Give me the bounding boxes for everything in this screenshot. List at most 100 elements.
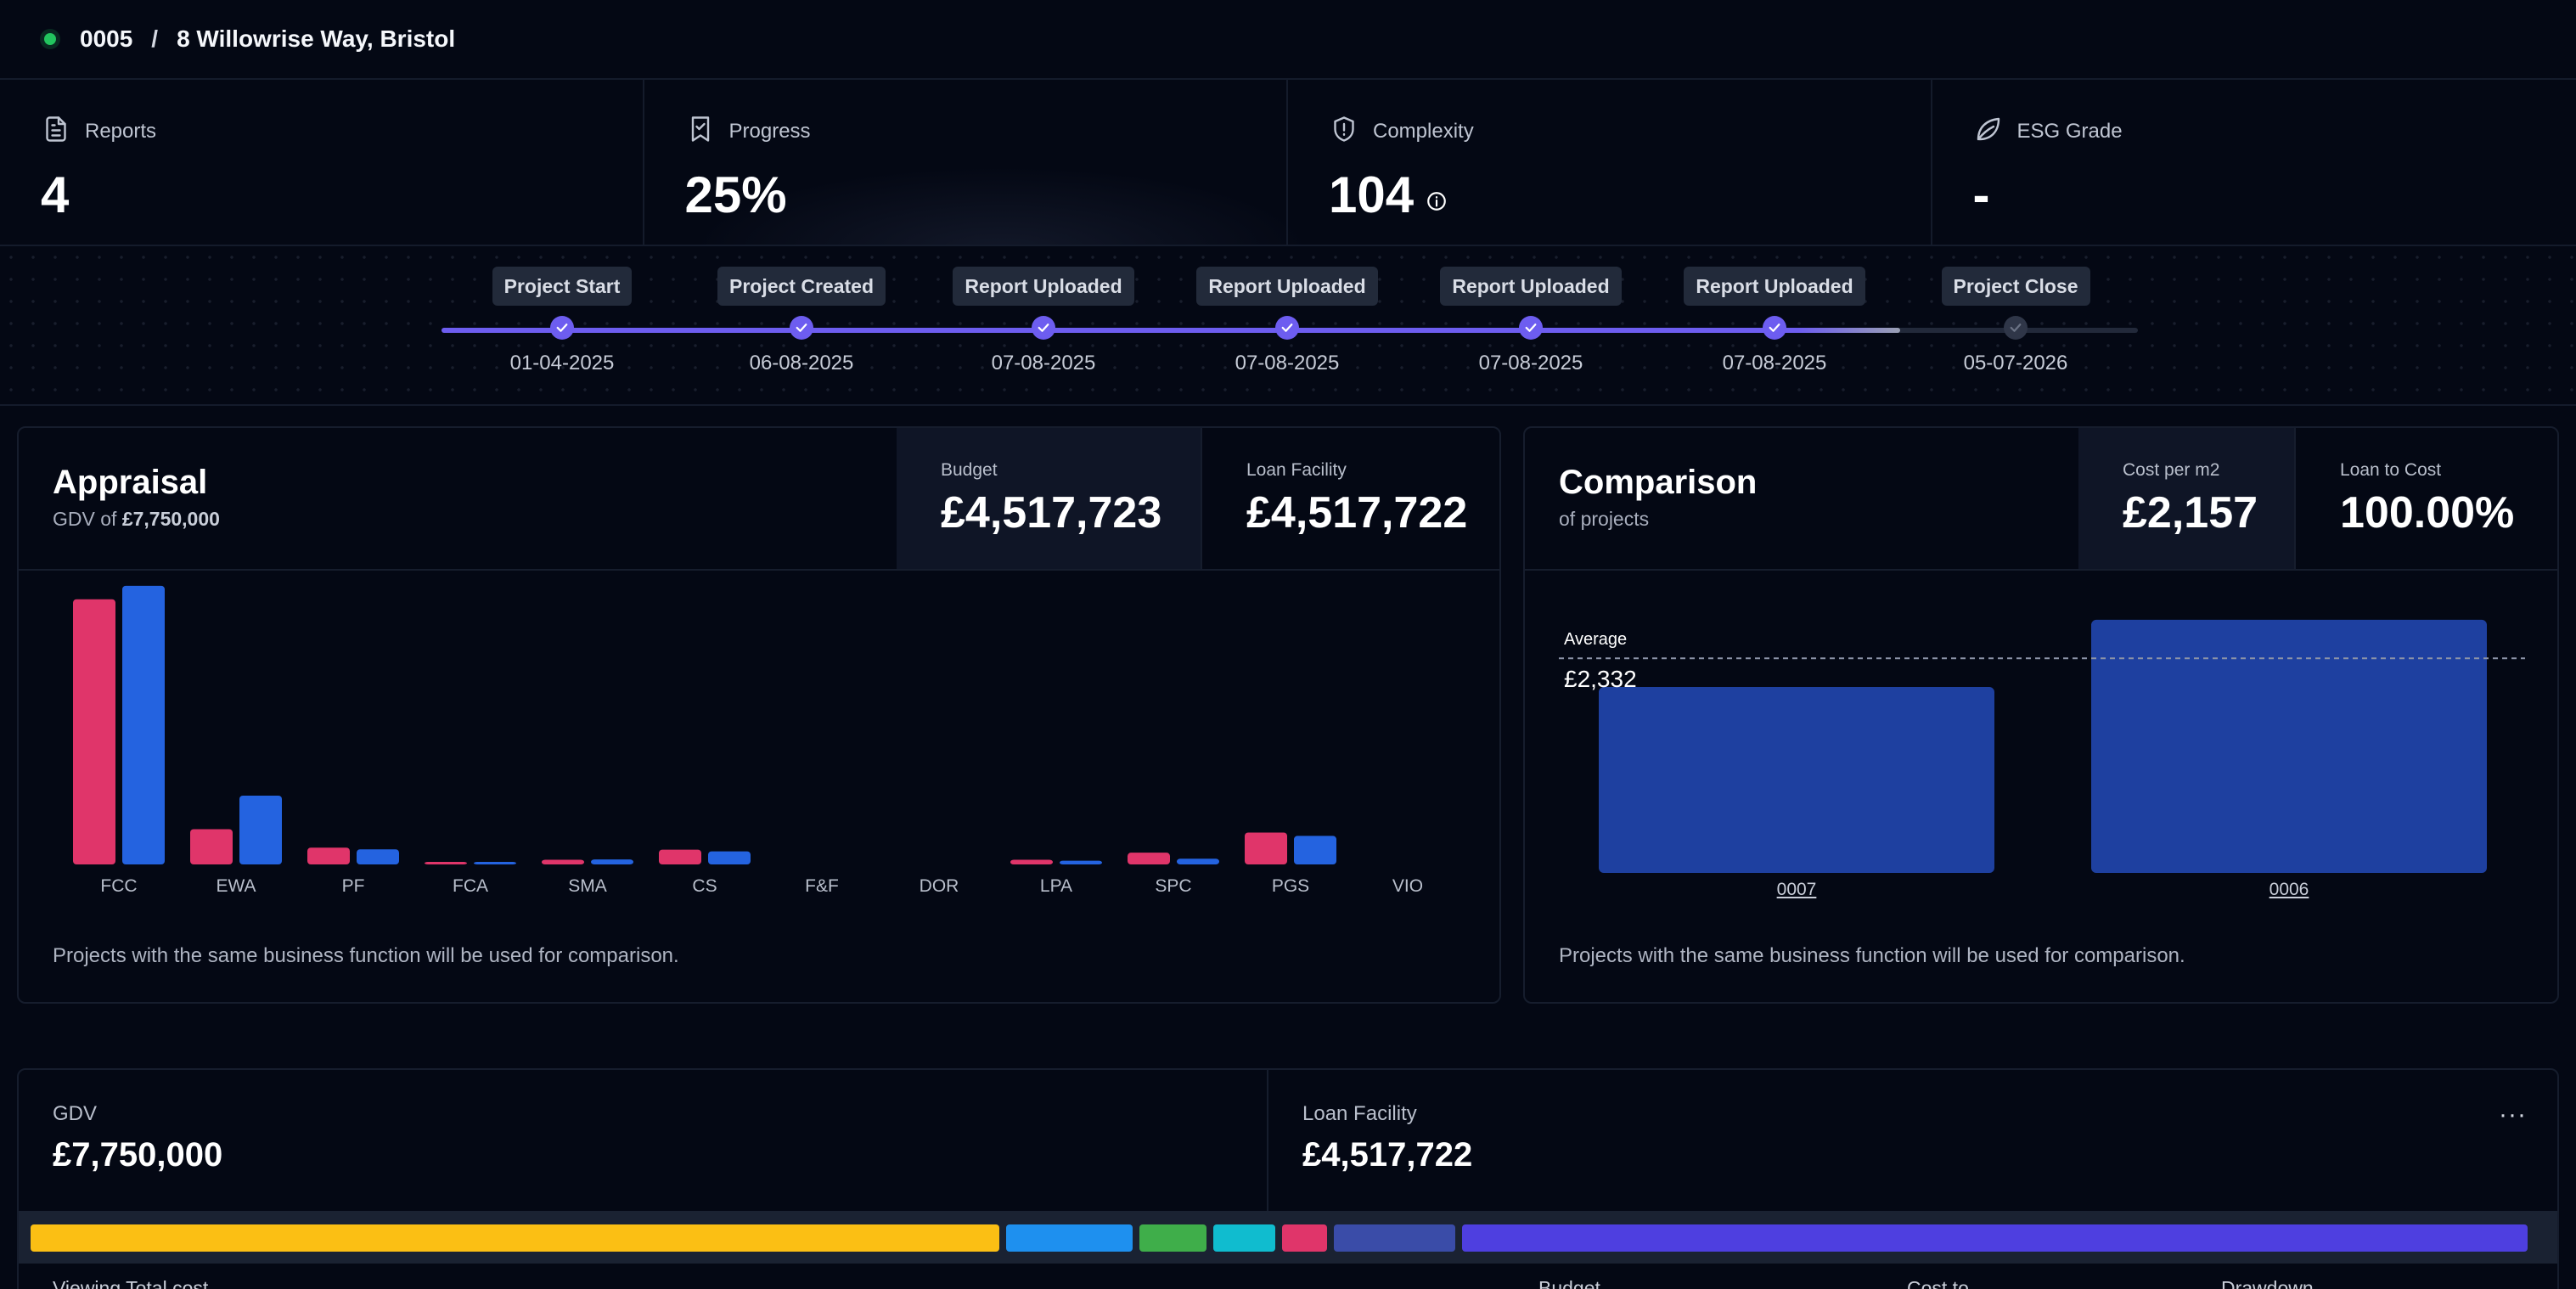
gdv-value: £7,750,000 — [121, 508, 220, 530]
bar-sma-series-2[interactable] — [591, 859, 633, 864]
project-link-label[interactable]: 0007 — [1776, 880, 1817, 899]
category-label: FCC — [100, 876, 138, 896]
milestone-date: 07-08-2025 — [991, 352, 1096, 374]
document-icon — [41, 114, 71, 149]
timeline-milestone[interactable]: Report Uploaded 07-08-2025 — [1647, 267, 1902, 375]
stat-label: Reports — [85, 119, 157, 143]
bar-fca-series-2[interactable] — [474, 862, 516, 864]
timeline-milestone[interactable]: Project Close 05-07-2026 — [1888, 267, 2143, 375]
kpi-label: Loan Facility — [1246, 460, 1347, 480]
milestone-date: 07-08-2025 — [1722, 352, 1827, 374]
cost-segment[interactable] — [1334, 1224, 1455, 1252]
info-icon[interactable] — [1426, 166, 1448, 224]
timeline-milestone[interactable]: Project Start 01-04-2025 — [435, 267, 689, 375]
comparison-panel: Comparison of projects Cost per m2 £2,15… — [1523, 426, 2559, 1004]
milestone-date: 01-04-2025 — [509, 352, 615, 374]
timeline-milestone[interactable]: Report Uploaded 07-08-2025 — [1160, 267, 1415, 375]
category-label: LPA — [1039, 876, 1073, 896]
loan-to-cost-kpi: Loan to Cost 100.00% — [2294, 428, 2557, 569]
bar-pgs-series-1[interactable] — [1245, 832, 1287, 864]
stat-esg-grade: ESG Grade - — [1932, 80, 2576, 245]
top-bar: 0005 / 8 Willowrise Way, Bristol — [0, 0, 2576, 80]
cost-segment[interactable] — [1213, 1224, 1275, 1252]
stat-reports: Reports 4 — [0, 80, 644, 245]
summary-value: £4,517,722 — [1302, 1136, 1473, 1174]
milestone-label: Project Created — [717, 267, 886, 306]
kpi-value: 100.00% — [2340, 488, 2515, 538]
bar-sma-series-1[interactable] — [542, 859, 584, 864]
breadcrumb-address: 8 Willowrise Way, Bristol — [177, 25, 456, 52]
stat-progress: Progress 25% — [644, 80, 1288, 245]
category-label: PF — [341, 876, 365, 896]
bookmark-check-icon — [685, 114, 716, 149]
finance-summary-panel: GDV £7,750,000 Loan Facility £4,517,722 … — [17, 1068, 2559, 1289]
check-icon — [550, 316, 574, 340]
leaf-icon — [1973, 114, 2004, 149]
comparison-footnote: Projects with the same business function… — [1559, 944, 2185, 967]
bar-cs-series-2[interactable] — [708, 851, 751, 864]
bar-ewa-series-2[interactable] — [239, 795, 282, 864]
bar-fcc-series-1[interactable] — [73, 599, 115, 864]
summary-label: GDV — [53, 1102, 98, 1125]
bar-ewa-series-1[interactable] — [190, 829, 233, 864]
timeline-milestone[interactable]: Report Uploaded 07-08-2025 — [1403, 267, 1658, 375]
panel-subtitle: of projects — [1559, 508, 1650, 530]
bar-project-0006[interactable] — [2091, 619, 2487, 873]
bar-cs-series-1[interactable] — [659, 849, 701, 864]
bar-pgs-series-2[interactable] — [1294, 836, 1336, 864]
cost-segment[interactable] — [1006, 1224, 1133, 1252]
timeline-milestone[interactable]: Project Created 06-08-2025 — [674, 267, 929, 375]
appraisal-panel: Appraisal GDV of £7,750,000 Budget £4,51… — [17, 426, 1501, 1004]
milestone-label: Project Start — [492, 267, 633, 306]
category-label: SPC — [1155, 876, 1192, 896]
budget-kpi: Budget £4,517,723 — [897, 428, 1201, 569]
category-label: SMA — [568, 876, 607, 896]
panel-subtitle: GDV of £7,750,000 — [53, 508, 220, 531]
bar-lpa-series-1[interactable] — [1010, 859, 1053, 864]
check-icon — [1763, 316, 1786, 340]
milestone-date: 05-07-2026 — [1963, 352, 2068, 374]
cost-segment[interactable] — [31, 1224, 999, 1252]
cost-breakdown-bar — [19, 1211, 2557, 1264]
category-label: EWA — [216, 876, 256, 896]
bar-spc-series-2[interactable] — [1177, 858, 1219, 864]
bar-spc-series-1[interactable] — [1128, 853, 1170, 864]
category-label: PGS — [1271, 876, 1310, 896]
milestone-date: 07-08-2025 — [1235, 352, 1340, 374]
category-label: F&F — [805, 876, 839, 896]
stat-value: 25% — [684, 166, 787, 223]
stat-complexity: Complexity 104 — [1288, 80, 1932, 245]
cost-segment[interactable] — [1462, 1224, 2528, 1252]
cost-segment[interactable] — [1282, 1224, 1327, 1252]
cost-per-m2-kpi: Cost per m2 £2,157 — [2078, 428, 2294, 569]
bar-pf-series-1[interactable] — [307, 847, 350, 864]
milestone-label: Project Close — [1941, 267, 2090, 306]
breadcrumb-project-id[interactable]: 0005 — [80, 25, 133, 52]
appraisal-bar-chart — [73, 585, 1336, 864]
check-icon — [1275, 316, 1299, 340]
bar-project-0007[interactable] — [1599, 687, 1994, 873]
summary-label: Loan Facility — [1302, 1102, 1417, 1125]
cost-segment[interactable] — [1139, 1224, 1206, 1252]
summary-value: £7,750,000 — [53, 1136, 223, 1174]
average-value: £2,332 — [1564, 666, 1637, 692]
project-timeline: Project Start 01-04-2025 Project Created 06… — [0, 246, 2576, 406]
subtitle-prefix: GDV of — [53, 508, 117, 530]
milestone-label: Report Uploaded — [1684, 267, 1865, 306]
kpi-label: Cost per m2 — [2123, 460, 2220, 480]
timeline-progress — [442, 328, 1900, 333]
bar-pf-series-2[interactable] — [357, 849, 399, 864]
bar-fcc-series-2[interactable] — [122, 585, 165, 864]
kpi-label: Loan to Cost — [2340, 460, 2442, 480]
column-header-drawdown: Drawdown — [2221, 1277, 2314, 1289]
milestone-date: 06-08-2025 — [749, 352, 854, 374]
kpi-value: £2,157 — [2123, 488, 2258, 538]
bar-lpa-series-2[interactable] — [1060, 860, 1102, 864]
timeline-milestone[interactable]: Report Uploaded 07-08-2025 — [916, 267, 1171, 375]
pending-icon — [2004, 316, 2028, 340]
bar-fca-series-1[interactable] — [425, 862, 467, 864]
project-link-label[interactable]: 0006 — [2269, 880, 2309, 899]
panel-title: Appraisal — [53, 464, 208, 501]
comparison-bar-chart: Average £2,332 — [1559, 619, 2525, 873]
more-options-button[interactable]: ··· — [2499, 1100, 2527, 1129]
